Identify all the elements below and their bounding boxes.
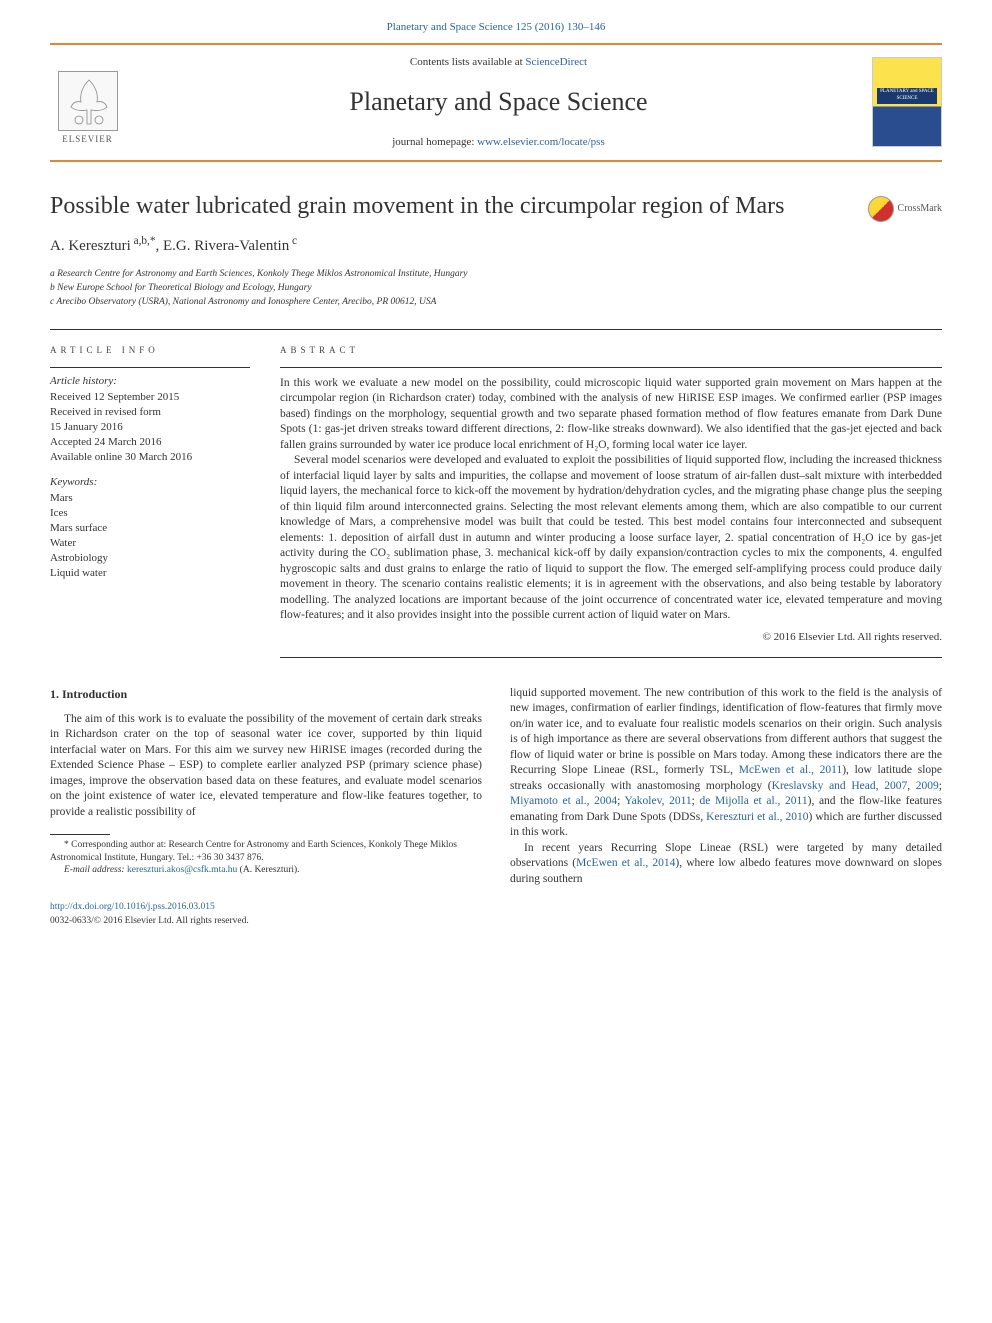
issn-line: 0032-0633/© 2016 Elsevier Ltd. All right… (50, 915, 942, 928)
crossmark-text: CrossMark (898, 202, 942, 216)
keyword: Ices (50, 506, 250, 521)
affiliation-c: c Arecibo Observatory (USRA), National A… (50, 295, 942, 309)
history-item: 15 January 2016 (50, 420, 250, 435)
abstract-text: In this work we evaluate a new model on … (280, 376, 942, 624)
history-item: Accepted 24 March 2016 (50, 435, 250, 450)
section-heading: 1. Introduction (50, 686, 482, 702)
abstract-col: abstract In this work we evaluate a new … (280, 344, 942, 657)
history-item: Received in revised form (50, 405, 250, 420)
citation-link[interactable]: Kreslavsky and Head, 2007 (772, 780, 908, 792)
history-item: Received 12 September 2015 (50, 390, 250, 405)
t: , (907, 780, 916, 792)
article-info-col: article info Article history: Received 1… (50, 344, 250, 657)
citation-link[interactable]: 2009 (916, 780, 939, 792)
abstract-rule (280, 367, 942, 368)
body-columns: 1. Introduction The aim of this work is … (50, 686, 942, 888)
footer: http://dx.doi.org/10.1016/j.pss.2016.03.… (50, 901, 942, 928)
citation-link[interactable]: Kereszturi et al., 2010 (706, 811, 808, 823)
t: ; (692, 795, 700, 807)
keyword: Water (50, 536, 250, 551)
article-info-label: article info (50, 344, 250, 356)
history-label: Article history: (50, 374, 250, 389)
cover-label: PLANETARY and SPACE SCIENCE (877, 88, 937, 104)
journal-cover-thumbnail[interactable]: PLANETARY and SPACE SCIENCE (872, 57, 942, 147)
abstract-p1: In this work we evaluate a new model on … (280, 376, 942, 454)
t: ; (617, 795, 624, 807)
citation-link[interactable]: McEwen et al., 2011 (739, 764, 843, 776)
t: liquid supported movement. The new contr… (510, 687, 942, 777)
abstract-p2: Several model scenarios were developed a… (280, 453, 942, 624)
keyword: Astrobiology (50, 551, 250, 566)
article-title: Possible water lubricated grain movement… (50, 192, 942, 221)
corresponding-author-note: * Corresponding author at: Research Cent… (50, 839, 482, 864)
journal-header: ELSEVIER Contents lists available at Sci… (50, 43, 942, 162)
abstract-label: abstract (280, 344, 942, 356)
affiliations: a Research Centre for Astronomy and Eart… (50, 267, 942, 310)
article-header: CrossMark Possible water lubricated grai… (50, 192, 942, 310)
contents-line: Contents lists available at ScienceDirec… (125, 55, 872, 70)
top-journal-ref: Planetary and Space Science 125 (2016) 1… (50, 20, 942, 35)
homepage-prefix: journal homepage: (392, 136, 477, 148)
email-link[interactable]: kereszturi.akos@csfk.mta.hu (127, 865, 237, 875)
body-p1: The aim of this work is to evaluate the … (50, 712, 482, 821)
info-abstract-row: article info Article history: Received 1… (50, 329, 942, 657)
journal-name: Planetary and Space Science (125, 84, 872, 119)
keyword: Liquid water (50, 566, 250, 581)
email-line: E-mail address: kereszturi.akos@csfk.mta… (50, 864, 482, 876)
citation-link[interactable]: Miyamoto et al., 2004 (510, 795, 617, 807)
affiliation-b: b New Europe School for Theoretical Biol… (50, 281, 942, 295)
elsevier-logo[interactable]: ELSEVIER (50, 60, 125, 145)
elsevier-tree-icon (58, 71, 118, 131)
contents-prefix: Contents lists available at (410, 56, 525, 68)
homepage-link[interactable]: www.elsevier.com/locate/pss (477, 136, 605, 148)
keyword: Mars (50, 491, 250, 506)
footnote-separator (50, 834, 110, 835)
header-center: Contents lists available at ScienceDirec… (125, 55, 872, 150)
elsevier-text: ELSEVIER (62, 133, 113, 145)
body-p3: In recent years Recurring Slope Lineae (… (510, 841, 942, 888)
doi-link[interactable]: http://dx.doi.org/10.1016/j.pss.2016.03.… (50, 901, 942, 914)
keyword: Mars surface (50, 521, 250, 536)
sciencedirect-link[interactable]: ScienceDirect (525, 56, 587, 68)
affiliation-a: a Research Centre for Astronomy and Eart… (50, 267, 942, 281)
abstract-copyright: © 2016 Elsevier Ltd. All rights reserved… (280, 630, 942, 645)
info-rule (50, 367, 250, 368)
email-label: E-mail address: (64, 865, 127, 875)
homepage-line: journal homepage: www.elsevier.com/locat… (125, 135, 872, 150)
authors: A. Kereszturi a,b,*, E.G. Rivera-Valenti… (50, 234, 942, 256)
history-item: Available online 30 March 2016 (50, 450, 250, 465)
citation-link[interactable]: Yakolev, 2011 (625, 795, 692, 807)
journal-ref-link[interactable]: Planetary and Space Science 125 (2016) 1… (387, 21, 606, 33)
crossmark-icon (868, 196, 894, 222)
keywords-label: Keywords: (50, 475, 250, 490)
t: ; (939, 780, 942, 792)
crossmark-badge[interactable]: CrossMark (868, 196, 942, 222)
citation-link[interactable]: McEwen et al., 2014 (576, 857, 675, 869)
body-p2: liquid supported movement. The new contr… (510, 686, 942, 841)
citation-link[interactable]: de Mijolla et al., 2011 (700, 795, 808, 807)
email-suffix: (A. Kereszturi). (237, 865, 299, 875)
